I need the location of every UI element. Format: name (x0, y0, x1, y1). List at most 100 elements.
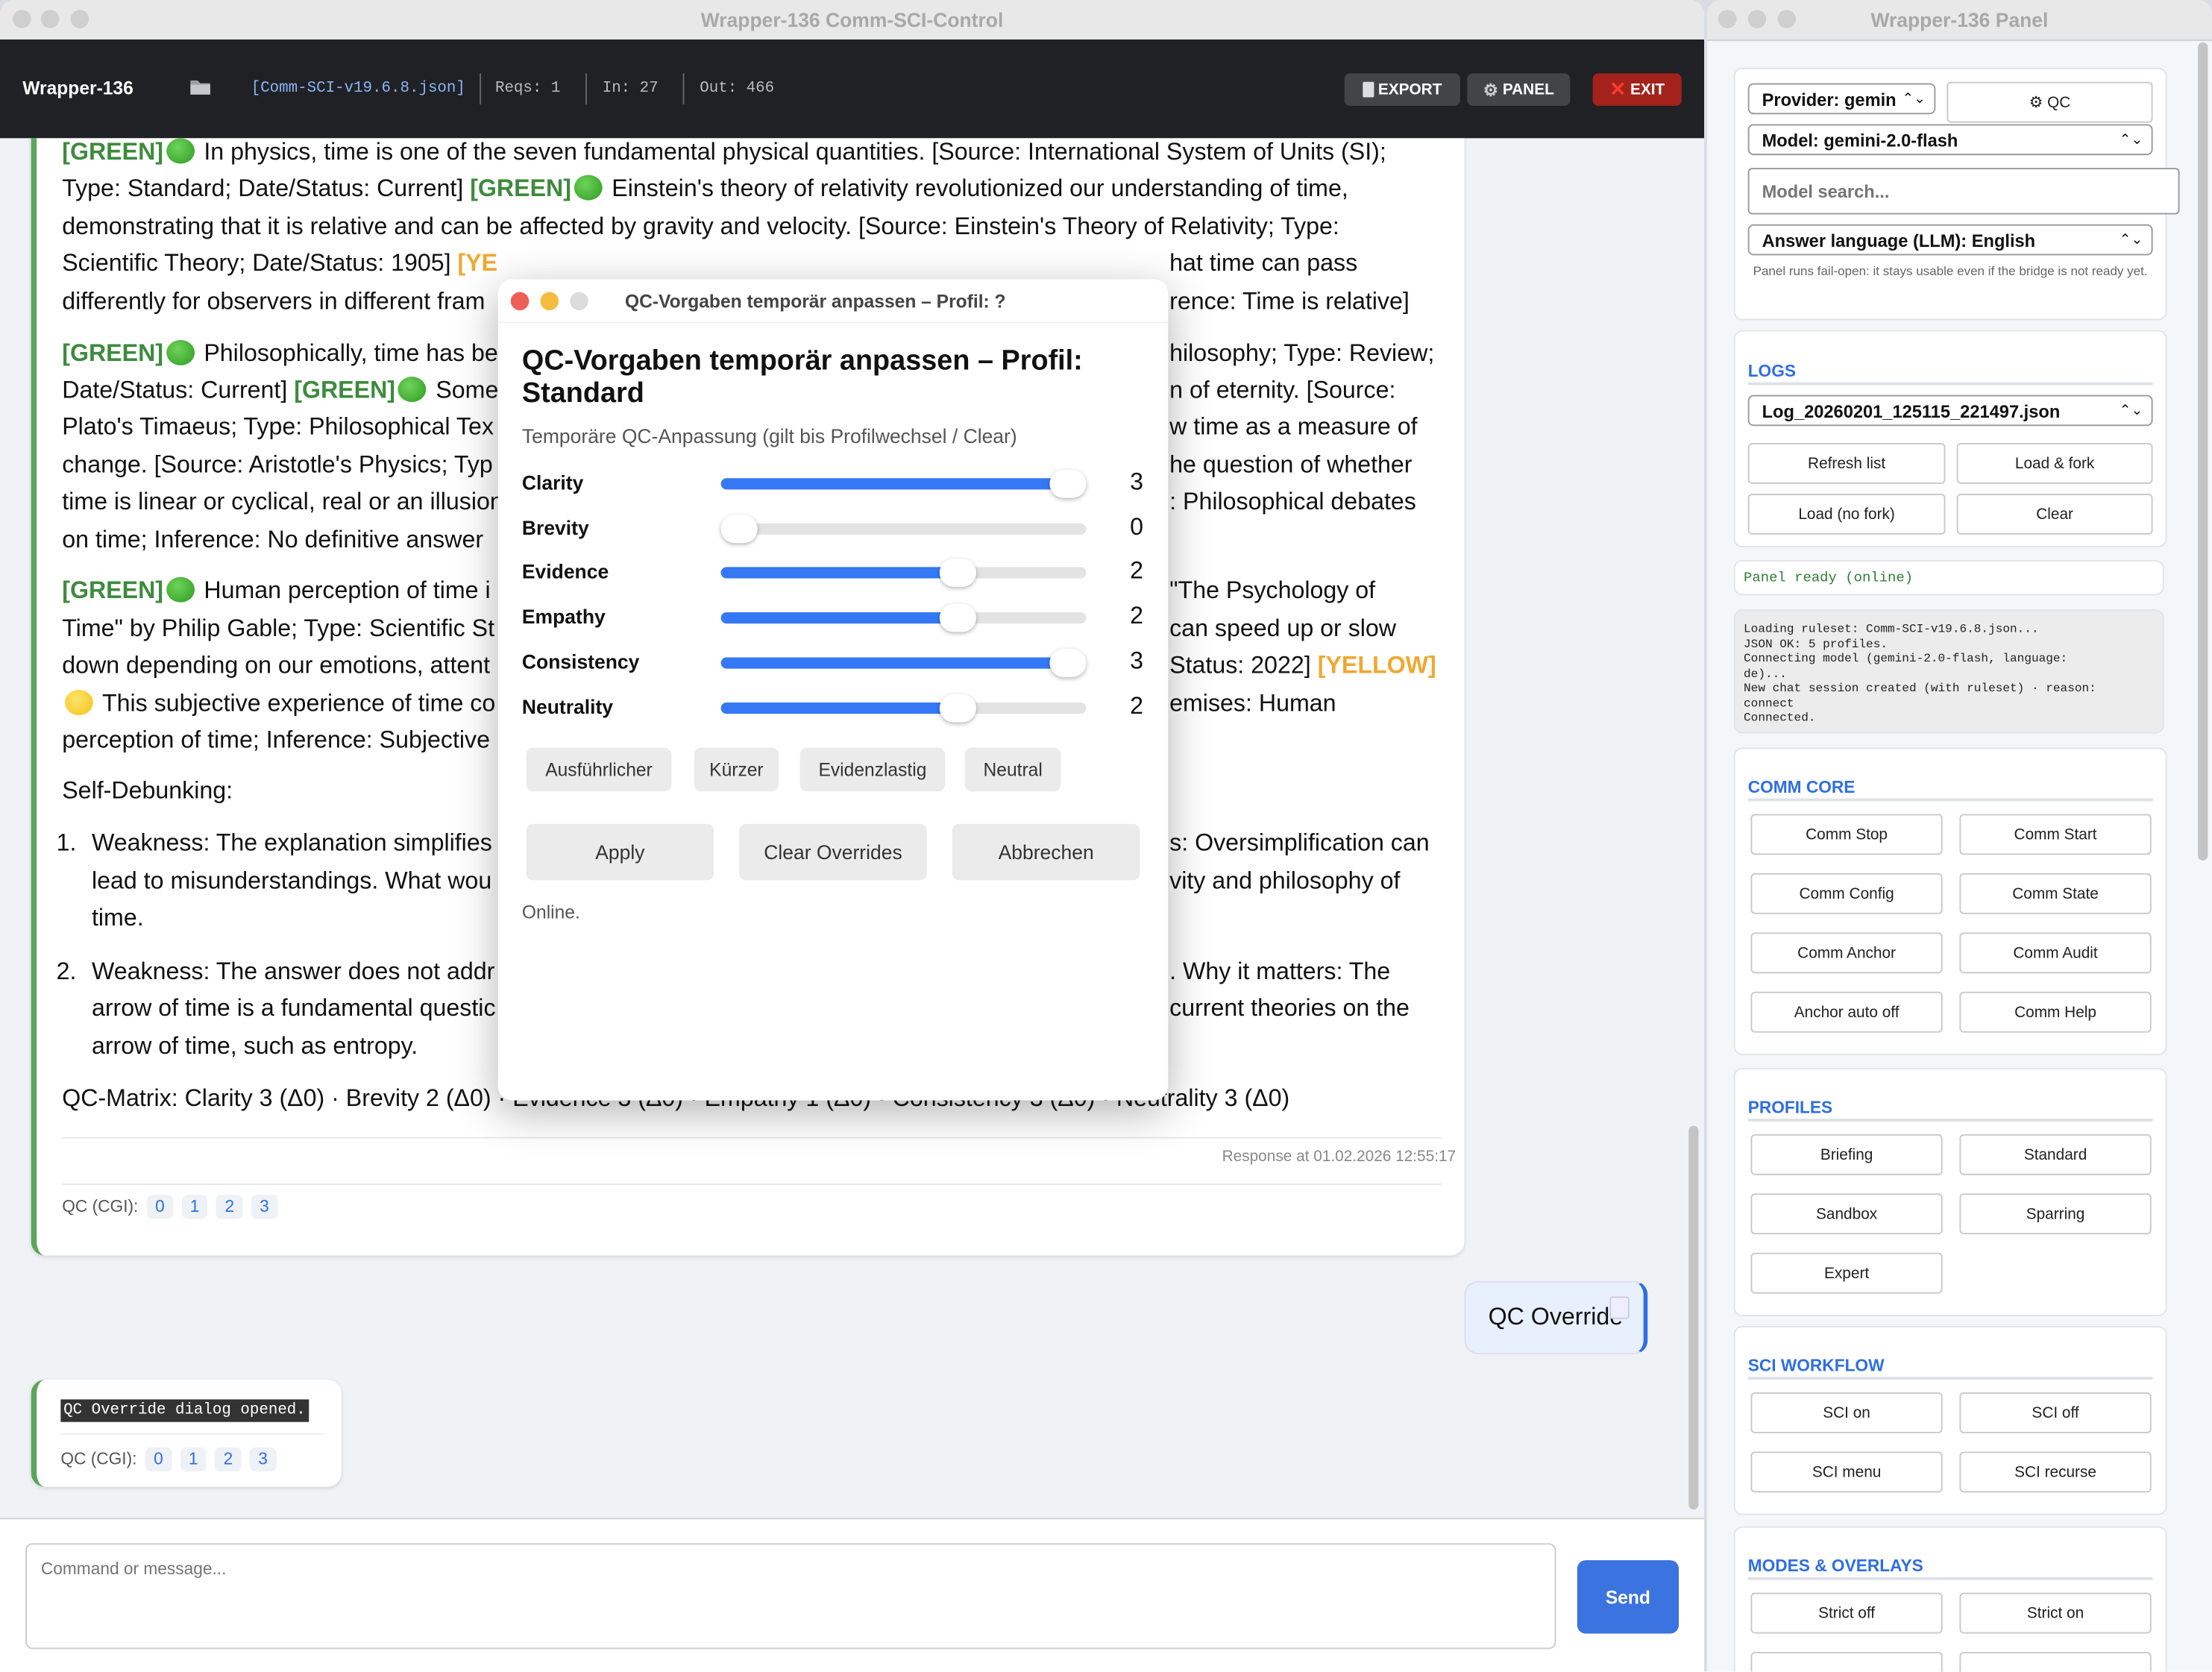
qc-slider-row: Evidence 2 (498, 556, 1169, 590)
divider (60, 1433, 324, 1435)
expert-button[interactable]: Expert (1750, 1252, 1943, 1294)
line-right-text: hilosophy; Type: Review; (1169, 339, 1435, 366)
strict-off-button[interactable]: Strict off (1750, 1592, 1943, 1634)
anchor-auto-off-button[interactable]: Anchor auto off (1750, 991, 1943, 1033)
mode-button[interactable] (1959, 1652, 2152, 1672)
slider-thumb[interactable] (940, 559, 977, 588)
copy-icon[interactable] (1609, 1296, 1630, 1319)
section-modes-overlays: MODES & OVERLAYS Strict off Strict on (1733, 1526, 2167, 1672)
slider-evidence[interactable] (720, 559, 1087, 588)
comm-state-button[interactable]: Comm State (1959, 873, 2152, 914)
provider-select[interactable]: Provider: gemin ⌃⌄ (1747, 83, 1936, 115)
apply-button[interactable]: Apply (526, 823, 714, 881)
qc-level-button[interactable]: 1 (180, 1447, 207, 1471)
ruleset-file-link[interactable]: [Comm-SCI-v19.6.8.json] (251, 80, 465, 98)
qc-level-button[interactable]: 3 (249, 1447, 277, 1471)
preset-button[interactable]: Kürzer (694, 747, 779, 792)
status-tag: [YELLOW] (1317, 652, 1436, 679)
log-select[interactable]: Log_20260201_125115_221497.json ⌃⌄ (1747, 395, 2153, 427)
slider-thumb[interactable] (940, 603, 977, 632)
folder-icon[interactable] (189, 75, 210, 97)
line-right-text: he question of whether (1169, 450, 1413, 478)
message-input[interactable] (25, 1543, 1556, 1650)
mode-button[interactable] (1750, 1652, 1943, 1672)
cancel-button[interactable]: Abbrechen (952, 823, 1140, 881)
close-window-button[interactable] (13, 10, 31, 28)
chevron-updown-icon: ⌃⌄ (2119, 132, 2143, 148)
model-search-input[interactable] (1747, 168, 2180, 215)
text-segment: Einstein's theory of relativity revoluti… (605, 175, 1348, 203)
answer-language-select[interactable]: Answer language (LLM): English ⌃⌄ (1747, 224, 2153, 256)
refresh-list-button[interactable]: Refresh list (1747, 442, 1946, 484)
logs-card: LOGS Log_20260201_125115_221497.json ⌃⌄ R… (1733, 330, 2167, 547)
slider-clarity[interactable] (720, 469, 1087, 498)
clear-overrides-button[interactable]: Clear Overrides (739, 823, 927, 881)
line-left-text: down depending on our emotions, attent (62, 648, 490, 685)
panel-minimize-button[interactable] (1747, 10, 1767, 28)
line-right-text: n of eternity. [Source: (1169, 376, 1396, 403)
response-timestamp: Response at 01.02.2026 12:55:17 (1222, 1148, 1457, 1166)
green-circle-icon (166, 138, 195, 164)
qc-slider-row: Consistency 3 (498, 646, 1169, 679)
panel-close-button[interactable] (1718, 10, 1737, 28)
composer: Send (0, 1518, 1705, 1672)
line-right-text: . Why it matters: The (1169, 958, 1391, 985)
send-button[interactable]: Send (1577, 1560, 1680, 1634)
slider-brevity[interactable] (720, 514, 1087, 543)
window-title: Wrapper-136 Comm-SCI-Control (700, 8, 1004, 31)
slider-consistency[interactable] (720, 648, 1087, 677)
line-left-text: [GREEN] Philosophically, time has be (62, 335, 498, 371)
comm-config-button[interactable]: Comm Config (1750, 873, 1943, 914)
load-fork-button[interactable]: Load & fork (1956, 442, 2153, 484)
main-titlebar: Wrapper-136 Comm-SCI-Control (0, 0, 1705, 41)
qc-level-button[interactable]: 3 (251, 1195, 278, 1220)
comm-start-button[interactable]: Comm Start (1959, 814, 2152, 855)
line-left-text: perception of time; Inference: Subjectiv… (62, 722, 490, 758)
comm-audit-button[interactable]: Comm Audit (1959, 932, 2152, 974)
chat-scrollbar[interactable] (1688, 1125, 1699, 1510)
export-button[interactable]: EXPORT (1344, 73, 1460, 106)
slider-thumb[interactable] (940, 693, 977, 722)
preset-button[interactable]: Ausführlicher (526, 747, 672, 792)
clear-logs-button[interactable]: Clear (1956, 494, 2153, 535)
comm-stop-button[interactable]: Comm Stop (1750, 814, 1943, 855)
slider-thumb[interactable] (1049, 648, 1087, 677)
sci-on-button[interactable]: SCI on (1750, 1392, 1943, 1433)
line-left-text: time is linear or cyclical, real or an i… (62, 484, 503, 521)
briefing-button[interactable]: Briefing (1750, 1134, 1943, 1175)
slider-neutrality[interactable] (720, 693, 1087, 722)
comm-anchor-button[interactable]: Comm Anchor (1750, 932, 1943, 974)
qc-button[interactable]: ⚙ QC (1947, 81, 2153, 123)
minimize-window-button[interactable] (40, 10, 60, 28)
zoom-window-button[interactable] (70, 10, 89, 28)
qc-level-button[interactable]: 2 (216, 1195, 243, 1220)
qc-level-button[interactable]: 0 (146, 1195, 174, 1220)
preset-button[interactable]: Neutral (964, 747, 1061, 792)
slider-thumb[interactable] (720, 514, 758, 543)
standard-button[interactable]: Standard (1959, 1134, 2152, 1175)
qc-level-button[interactable]: 0 (145, 1447, 172, 1471)
sandbox-button[interactable]: Sandbox (1750, 1193, 1943, 1235)
sci-recurse-button[interactable]: SCI recurse (1959, 1451, 2152, 1493)
sci-off-button[interactable]: SCI off (1959, 1392, 2152, 1433)
dialog-minimize-button[interactable] (540, 292, 559, 311)
sci-menu-button[interactable]: SCI menu (1750, 1451, 1943, 1493)
text-segment: on time; Inference: No definitive answer (62, 525, 484, 553)
slider-thumb[interactable] (1049, 469, 1087, 498)
sparring-button[interactable]: Sparring (1959, 1193, 2152, 1235)
dialog-close-button[interactable] (510, 292, 530, 311)
strict-on-button[interactable]: Strict on (1959, 1592, 2152, 1634)
panel-scrollbar[interactable] (2198, 42, 2208, 861)
load-no-fork-button[interactable]: Load (no fork) (1747, 494, 1946, 535)
dialog-zoom-button[interactable] (570, 292, 588, 311)
qc-level-button[interactable]: 1 (181, 1195, 208, 1220)
exit-button[interactable]: ✕ EXIT (1592, 73, 1682, 106)
comm-help-button[interactable]: Comm Help (1959, 991, 2152, 1033)
slider-fill (720, 612, 959, 624)
preset-button[interactable]: Evidenzlastig (799, 747, 946, 792)
model-select[interactable]: Model: gemini-2.0-flash ⌃⌄ (1747, 124, 2153, 156)
slider-empathy[interactable] (720, 603, 1087, 632)
panel-zoom-button[interactable] (1777, 10, 1797, 28)
panel-button[interactable]: ⚙ PANEL (1467, 73, 1571, 106)
qc-level-button[interactable]: 2 (215, 1447, 242, 1471)
